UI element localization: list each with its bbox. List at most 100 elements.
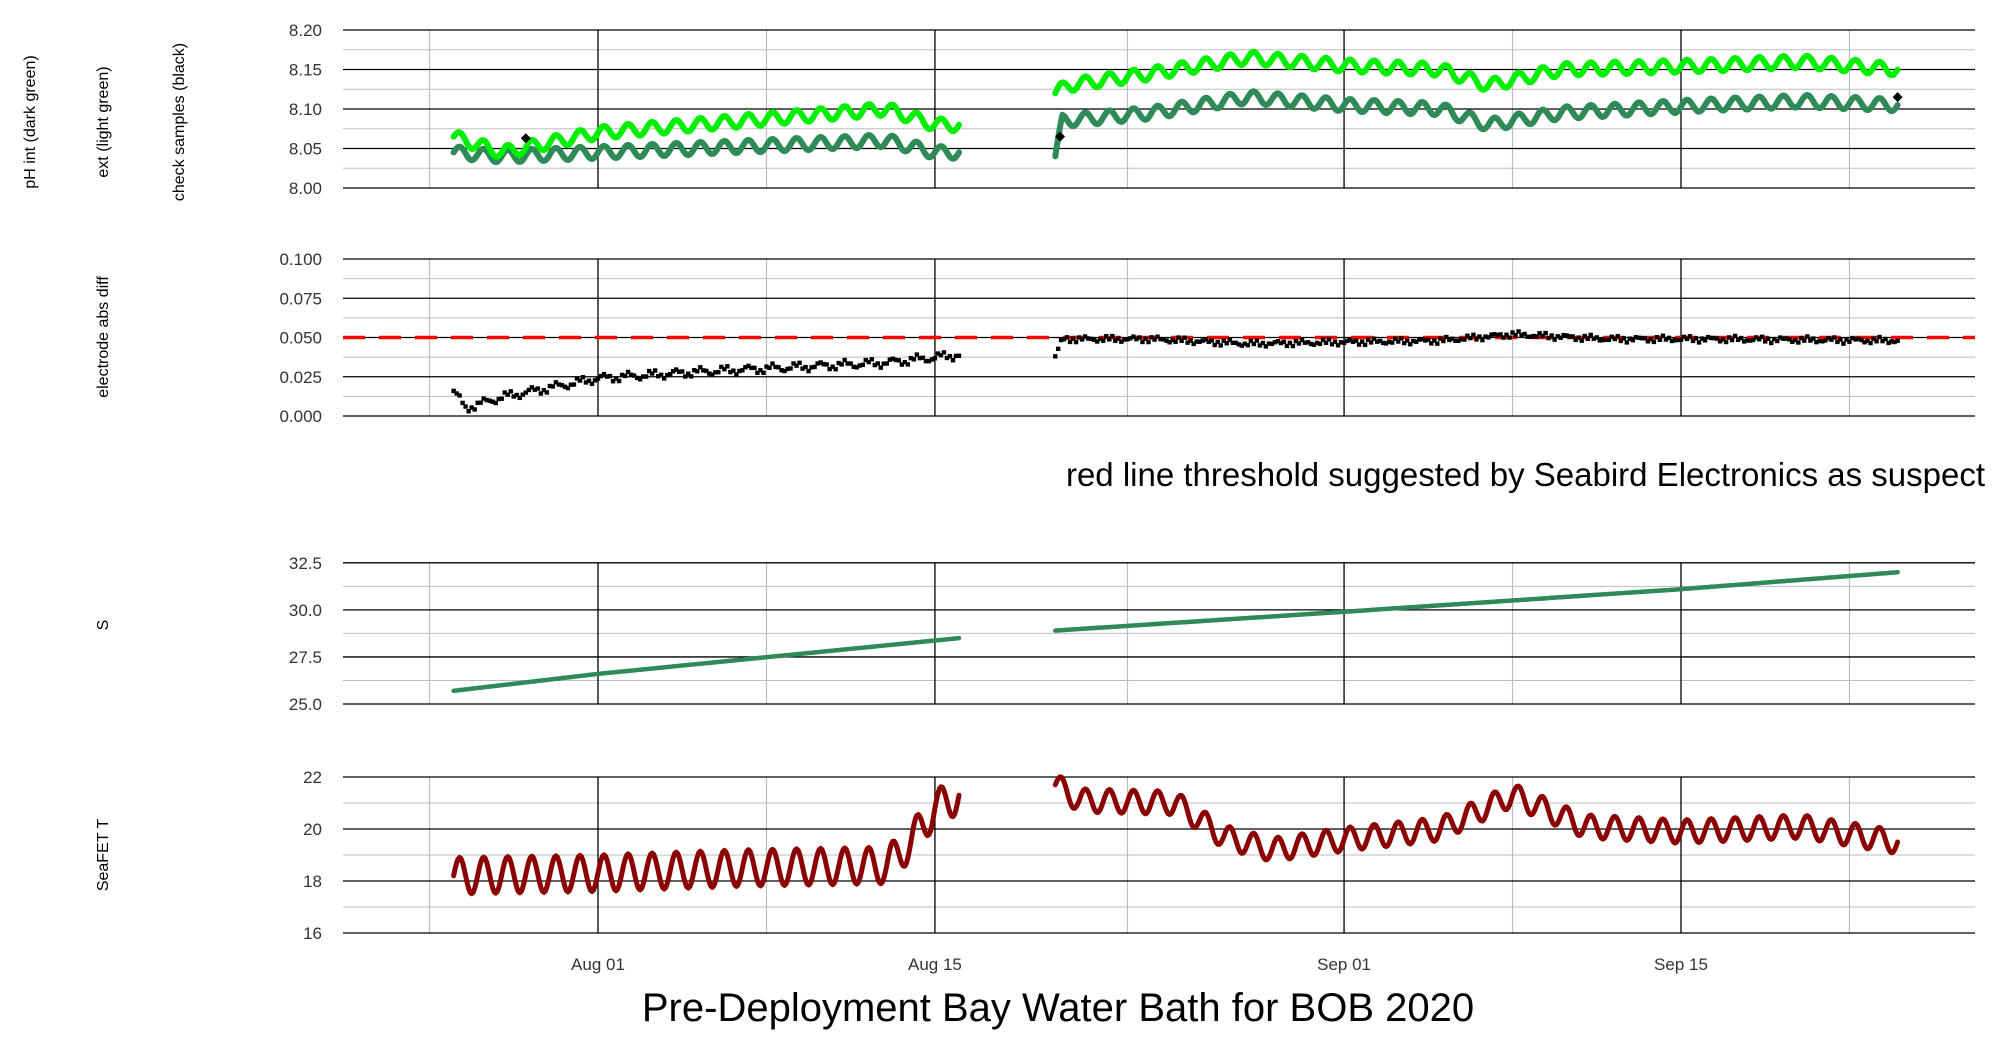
check-sample-point <box>1892 92 1903 103</box>
diff-point <box>1841 341 1846 346</box>
diff-point <box>1778 335 1783 340</box>
diff-point <box>764 364 769 369</box>
diff-point <box>1781 336 1786 341</box>
diff-point <box>938 352 944 358</box>
data-layer <box>343 48 1975 897</box>
diff-point <box>1889 339 1894 344</box>
diff-point <box>496 396 501 402</box>
diff-point <box>481 396 486 401</box>
diff-point <box>1576 335 1581 340</box>
diff-point <box>577 378 583 383</box>
diff-point <box>1591 336 1596 341</box>
diff-point <box>604 374 610 379</box>
diff-point <box>1636 335 1642 340</box>
diff-point <box>1808 338 1813 343</box>
diff-point <box>743 364 748 370</box>
threshold-note: red line threshold suggested by Seabird … <box>1066 456 1985 493</box>
diff-point <box>869 357 874 362</box>
diff-point <box>1892 339 1897 345</box>
diff-point <box>1844 337 1849 342</box>
diff-point <box>1383 341 1389 346</box>
diff-point <box>1459 337 1464 342</box>
diff-point <box>818 360 823 365</box>
diff-point <box>1642 336 1648 341</box>
diff-point <box>634 375 640 381</box>
diff-point <box>1344 338 1350 344</box>
x-tick-label: Sep 15 <box>1654 955 1708 974</box>
diff-point <box>544 390 550 395</box>
diff-point <box>1365 337 1371 343</box>
diff-point <box>1462 337 1467 342</box>
diff-point <box>1293 338 1299 344</box>
diff-point <box>1651 339 1657 345</box>
diff-point <box>541 387 547 393</box>
diff-point <box>529 385 535 390</box>
diff-point <box>493 400 498 406</box>
diff-point <box>1167 340 1172 345</box>
diff-point <box>1386 339 1392 345</box>
diff-point <box>1278 340 1284 346</box>
diff-point <box>1441 338 1446 344</box>
diff-point <box>1757 337 1762 342</box>
diff-point <box>589 381 595 387</box>
diff-point <box>1085 336 1091 341</box>
diff-point <box>1350 339 1356 344</box>
diff-point <box>1209 338 1214 343</box>
diff-point <box>854 365 859 370</box>
diff-point <box>1055 346 1061 352</box>
diff-point <box>1874 339 1879 344</box>
diff-point <box>1164 338 1169 343</box>
diff-point <box>1654 335 1660 340</box>
diff-point <box>1639 335 1645 341</box>
diff-point <box>1305 340 1311 345</box>
diff-point <box>1353 338 1359 343</box>
y-tick-label: 8.00 <box>289 179 322 198</box>
diff-point <box>1143 336 1148 341</box>
series-S-line <box>451 635 962 694</box>
diff-point <box>1738 335 1744 341</box>
diff-point <box>520 392 525 397</box>
diff-point <box>1615 334 1621 339</box>
diff-point <box>517 395 522 401</box>
diff-point <box>728 369 733 375</box>
diff-point <box>893 357 899 363</box>
diff-point <box>469 405 474 410</box>
diff-point <box>472 407 477 412</box>
y-tick-label: 22 <box>303 768 322 787</box>
diff-point <box>1826 335 1831 341</box>
diff-point <box>1606 337 1611 343</box>
diff-point <box>1723 339 1729 345</box>
y-axis-label: S <box>95 620 112 631</box>
y-tick-label: 0.025 <box>279 368 322 387</box>
diff-point <box>701 368 706 373</box>
diff-point <box>1633 335 1639 340</box>
diff-point <box>454 391 459 396</box>
diff-point <box>1823 338 1828 343</box>
diff-point <box>1067 339 1073 345</box>
diff-point <box>1630 338 1636 343</box>
diff-point <box>1711 335 1717 341</box>
diff-point <box>1332 339 1338 344</box>
y-tick-label: 18 <box>303 872 322 891</box>
diff-point <box>649 371 655 376</box>
y-axis-label: pH int (dark green) <box>22 55 39 188</box>
diff-point <box>1302 340 1308 345</box>
text-layer: 8.00 8.05 8.10 8.15 8.20 pH int (dark green) e… <box>22 21 1708 974</box>
diff-point <box>776 365 781 370</box>
diff-point <box>1678 337 1684 342</box>
diff-point <box>839 362 844 367</box>
series-int-line <box>1052 88 1901 160</box>
diff-point <box>842 357 847 363</box>
diff-point <box>586 378 592 383</box>
diff-point <box>845 361 850 366</box>
diff-point <box>1137 335 1142 340</box>
y-tick-label: 0.050 <box>279 329 322 348</box>
diff-point <box>1468 335 1473 341</box>
diff-point <box>1835 339 1840 345</box>
diff-point <box>704 368 709 374</box>
diff-point <box>1699 336 1705 341</box>
diff-point <box>664 372 670 378</box>
diff-point <box>917 355 923 361</box>
diff-point <box>680 369 685 374</box>
